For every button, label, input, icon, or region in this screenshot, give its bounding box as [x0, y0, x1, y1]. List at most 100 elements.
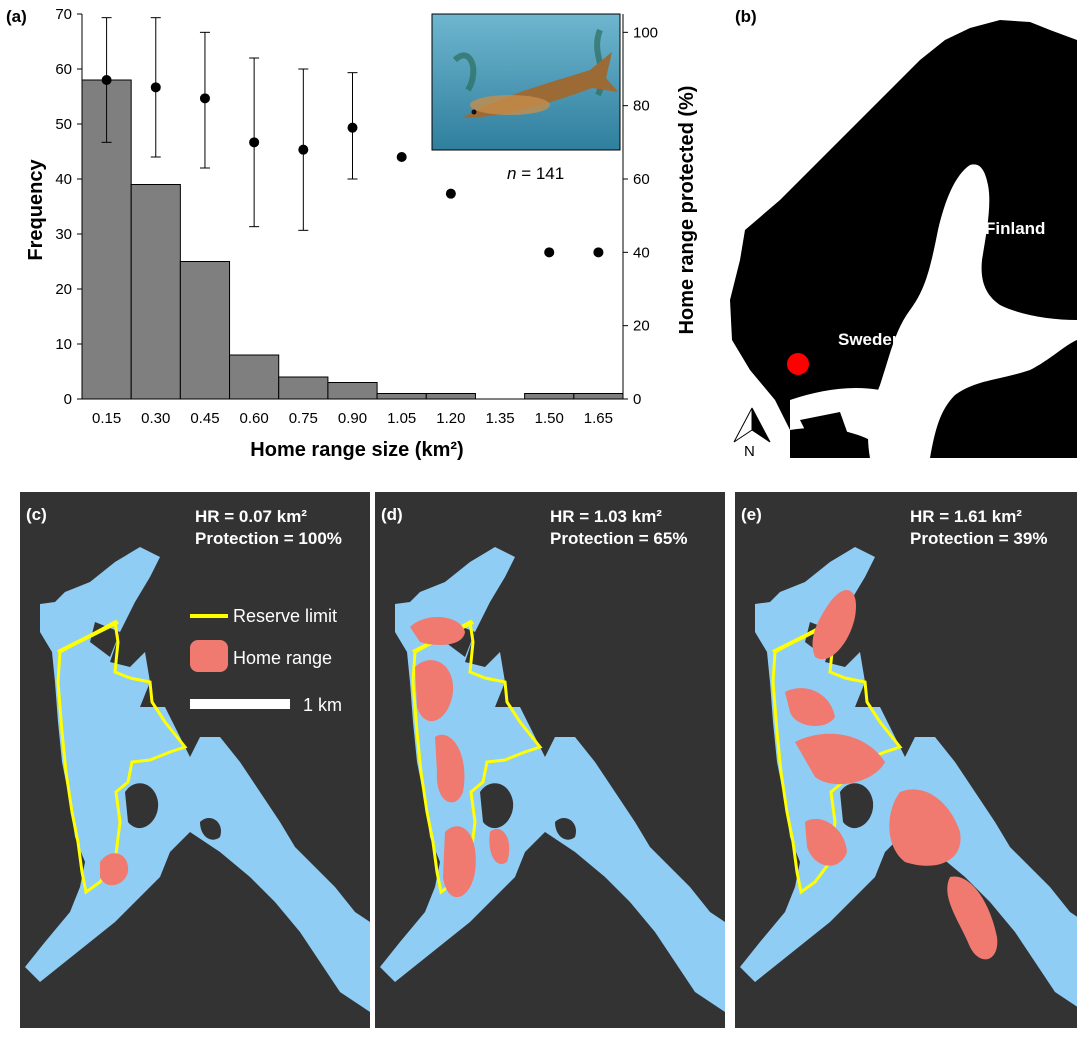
histogram-bar [327, 382, 378, 400]
histogram-bar [573, 393, 624, 400]
x-tick-label: 0.45 [190, 410, 219, 427]
y2-axis-title: Home range protected (%) [676, 86, 698, 335]
reserve-maps-row: (c) HR = 0.07 km² Protection = 100% Rese… [20, 492, 1077, 1028]
panel-label: (e) [741, 505, 762, 524]
cod-photo-inset [431, 13, 621, 151]
home-range-areas [785, 590, 998, 960]
home-range-areas [410, 616, 510, 898]
x-tick-label: 0.15 [92, 410, 121, 427]
x-tick-label: 0.75 [289, 410, 318, 427]
y-tick-label: 0 [64, 391, 72, 408]
x-tick-label: 1.35 [485, 410, 514, 427]
protection-text: Protection = 65% [550, 529, 687, 548]
fjord-water [740, 547, 1077, 1007]
histogram-bar [278, 376, 329, 400]
country-norway: Norway [744, 287, 806, 306]
sample-size-label: n = 141 [507, 164, 564, 183]
mean-point [249, 137, 260, 148]
mean-point [199, 93, 210, 104]
x-tick-label: 1.05 [387, 410, 416, 427]
y2-tick-label: 60 [633, 171, 650, 188]
protection-text: Protection = 100% [195, 529, 342, 548]
home-range-blob [785, 688, 835, 727]
y-tick-label: 70 [55, 6, 72, 23]
x-axis-title: Home range size (km²) [250, 439, 463, 461]
mean-point [396, 152, 407, 162]
y-tick-label: 10 [55, 336, 72, 353]
scandinavia-map: (b) Norway Sweden Finland N [730, 0, 1077, 458]
histogram-bar [229, 354, 280, 400]
histogram-bar [376, 393, 427, 400]
y2-tick-label: 100 [633, 24, 658, 41]
country-finland: Finland [985, 219, 1045, 238]
home-range-areas [100, 853, 129, 886]
reserve-limit-line [411, 619, 543, 895]
home-range-blob [889, 789, 961, 866]
reserve-map-d: (d) HR = 1.03 km² Protection = 65% [375, 492, 725, 1028]
home-range-size-text: HR = 0.07 km² [195, 507, 307, 526]
x-tick-label: 1.65 [584, 410, 613, 427]
y-tick-label: 50 [55, 116, 72, 133]
home-range-swatch [190, 640, 228, 672]
y-axis-title: Frequency [25, 159, 47, 261]
map-legend: Reserve limit Home range 1 km [190, 606, 342, 715]
reserve-limit-line [57, 620, 119, 654]
histogram-bar [425, 393, 476, 400]
mean-point [347, 122, 358, 133]
home-range-blob [812, 590, 856, 660]
scale-label: 1 km [303, 695, 342, 715]
x-tick-label: 1.20 [436, 410, 465, 427]
home-range-blob [435, 734, 465, 803]
home-range-blob [443, 826, 476, 898]
reserve-map-c: (c) HR = 0.07 km² Protection = 100% Rese… [20, 492, 370, 1028]
protection-text: Protection = 39% [910, 529, 1047, 548]
x-tick-label: 1.50 [535, 410, 564, 427]
north-label: N [744, 443, 755, 458]
north-arrow-icon [733, 407, 771, 443]
home-range-blob [410, 616, 465, 645]
study-site-marker [787, 353, 809, 375]
mean-point [593, 247, 604, 258]
legend-home-range: Home range [233, 648, 332, 668]
y2-tick-label: 40 [633, 244, 650, 261]
y-tick-label: 60 [55, 61, 72, 78]
panel-b-label: (b) [735, 7, 757, 26]
mean-point [445, 188, 456, 199]
mean-point [544, 247, 555, 258]
x-tick-label: 0.90 [338, 410, 367, 427]
scale-bar [190, 699, 290, 709]
panel-label: (c) [26, 505, 47, 524]
home-range-chart: (a) Frequency Home range protected (%) H… [6, 6, 698, 461]
mean-point [101, 75, 112, 85]
home-range-size-text: HR = 1.03 km² [550, 507, 662, 526]
y2-tick-label: 0 [633, 391, 641, 408]
home-range-blob [100, 853, 129, 886]
country-sweden: Sweden [838, 330, 902, 349]
histogram-bar [179, 261, 231, 400]
home-range-blob [489, 828, 510, 864]
home-range-blob [947, 876, 998, 960]
panel-label: (d) [381, 505, 403, 524]
home-range-blob [795, 733, 885, 785]
histogram-bar [524, 393, 575, 400]
x-tick-label: 0.60 [240, 410, 269, 427]
mean-point [150, 82, 161, 93]
home-range-blob [805, 818, 847, 866]
x-tick-label: 0.30 [141, 410, 170, 427]
fjord-water [25, 547, 370, 1012]
y2-tick-label: 80 [633, 98, 650, 115]
y2-tick-label: 20 [633, 318, 650, 335]
reserve-limit-line [56, 619, 188, 895]
panel-a-label: (a) [6, 7, 27, 26]
legend-reserve-limit: Reserve limit [233, 606, 337, 626]
histogram-bar [130, 184, 181, 400]
baltic-sea [868, 164, 1077, 458]
fjord-water [380, 547, 725, 1012]
y-tick-label: 20 [55, 281, 72, 298]
reserve-map-e: (e) HR = 1.61 km² Protection = 39% [735, 492, 1077, 1028]
y-tick-label: 40 [55, 171, 72, 188]
home-range-size-text: HR = 1.61 km² [910, 507, 1022, 526]
mean-point [298, 144, 309, 155]
y-tick-label: 30 [55, 226, 72, 243]
home-range-blob [415, 660, 454, 722]
